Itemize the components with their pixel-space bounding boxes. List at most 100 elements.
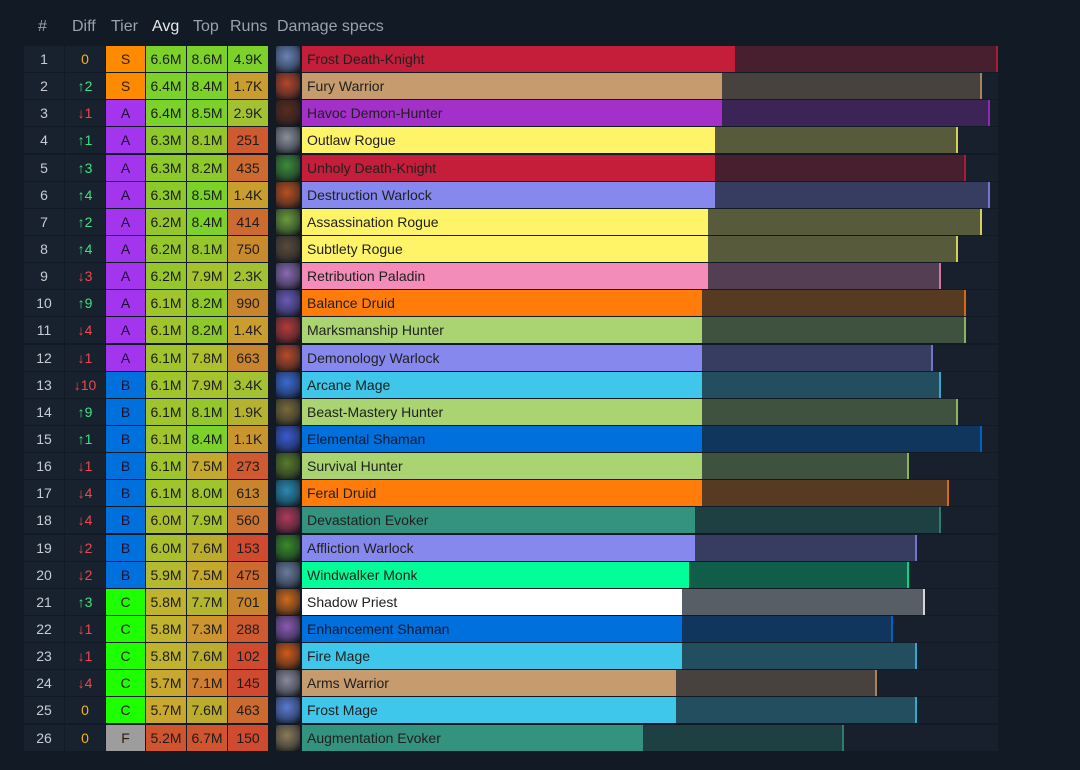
avg-dps-bar: [302, 290, 702, 317]
runs-cell: 251: [228, 127, 268, 154]
spec-row[interactable]: 15 ↑1 B 6.1M 8.4M 1.1K Elemental Shaman: [24, 425, 998, 453]
tier-badge: A: [106, 317, 145, 344]
spec-name: Frost Mage: [307, 702, 378, 719]
header-avg[interactable]: Avg: [152, 18, 180, 35]
spec-row[interactable]: 14 ↑9 B 6.1M 8.1M 1.9K Beast-Mastery Hunter: [24, 398, 998, 426]
avg-dps-cell: 6.1M: [146, 290, 186, 317]
rank-change: ↓4: [65, 507, 105, 534]
rank-change: ↑3: [65, 154, 105, 181]
spec-name: Marksmanship Hunter: [307, 322, 444, 339]
spec-row[interactable]: 19 ↓2 B 6.0M 7.6M 153 Affliction Warlock: [24, 534, 998, 562]
spec-row[interactable]: 6 ↑4 A 6.3M 8.5M 1.4K Destruction Warlock: [24, 181, 998, 209]
rank-change: ↓10: [65, 371, 105, 398]
header-top[interactable]: Top: [193, 18, 219, 35]
avg-dps-cell: 5.9M: [146, 561, 186, 588]
avg-dps-cell: 6.0M: [146, 507, 186, 534]
dps-bar-track: Affliction Warlock: [302, 534, 998, 561]
top-dps-cell: 7.3M: [187, 615, 227, 642]
spec-row[interactable]: 22 ↓1 C 5.8M 7.3M 288 Enhancement Shaman: [24, 615, 998, 643]
dps-bar-track: Windwalker Monk: [302, 561, 998, 588]
spec-row[interactable]: 1 0 S 6.6M 8.6M 4.9K Frost Death-Knight: [24, 46, 998, 73]
spec-row[interactable]: 2 ↑2 S 6.4M 8.4M 1.7K Fury Warrior: [24, 73, 998, 100]
spec-row[interactable]: 18 ↓4 B 6.0M 7.9M 560 Devastation Evoker: [24, 507, 998, 534]
runs-cell: 4.9K: [228, 46, 268, 72]
tier-badge: B: [106, 371, 145, 398]
avg-dps-cell: 6.1M: [146, 425, 186, 452]
spec-row[interactable]: 11 ↓4 A 6.1M 8.2M 1.4K Marksmanship Hunter: [24, 317, 998, 344]
dps-bar-track: Shadow Priest: [302, 588, 998, 615]
rank-cell: 26: [24, 724, 64, 751]
rank-change: ↓3: [65, 263, 105, 290]
spec-row[interactable]: 12 ↓1 A 6.1M 7.8M 663 Demonology Warlock: [24, 344, 998, 372]
tier-badge: A: [106, 344, 145, 371]
top-dps-cell: 8.1M: [187, 398, 227, 425]
spec-name: Outlaw Rogue: [307, 132, 396, 149]
spec-row[interactable]: 10 ↑9 A 6.1M 8.2M 990 Balance Druid: [24, 290, 998, 317]
avg-dps-cell: 6.3M: [146, 127, 186, 154]
avg-dps-bar: [302, 73, 722, 100]
avg-dps-bar: [302, 615, 682, 642]
spec-icon: [276, 561, 300, 588]
spec-name: Beast-Mastery Hunter: [307, 403, 444, 420]
avg-dps-bar: [302, 697, 676, 724]
spec-row[interactable]: 25 0 C 5.7M 7.6M 463 Frost Mage: [24, 697, 998, 724]
spec-row[interactable]: 3 ↓1 A 6.4M 8.5M 2.9K Havoc Demon-Hunter: [24, 100, 998, 127]
spec-icon: [276, 534, 300, 561]
spec-icon: [276, 453, 300, 480]
avg-dps-bar: [302, 344, 702, 371]
rank-cell: 25: [24, 697, 64, 724]
dps-bar-track: Fury Warrior: [302, 73, 998, 100]
tier-badge: B: [106, 453, 145, 480]
spec-name: Enhancement Shaman: [307, 620, 450, 637]
header-tier: Tier: [111, 18, 138, 35]
top-dps-cell: 8.4M: [187, 425, 227, 452]
runs-cell: 701: [228, 588, 268, 615]
runs-cell: 3.4K: [228, 371, 268, 398]
spec-row[interactable]: 17 ↓4 B 6.1M 8.0M 613 Feral Druid: [24, 480, 998, 507]
top-dps-cell: 8.4M: [187, 208, 227, 235]
top-dps-cell: 6.7M: [187, 724, 227, 751]
spec-row[interactable]: 20 ↓2 B 5.9M 7.5M 475 Windwalker Monk: [24, 561, 998, 589]
spec-row[interactable]: 21 ↑3 C 5.8M 7.7M 701 Shadow Priest: [24, 588, 998, 616]
spec-row[interactable]: 24 ↓4 C 5.7M 7.1M 145 Arms Warrior: [24, 670, 998, 697]
spec-row[interactable]: 23 ↓1 C 5.8M 7.6M 102 Fire Mage: [24, 643, 998, 670]
spec-name: Unholy Death-Knight: [307, 159, 437, 176]
rank-change: ↓4: [65, 670, 105, 697]
spec-icon: [276, 697, 300, 724]
header-damage-specs: Damage specs: [277, 18, 384, 35]
dps-bar-track: Fire Mage: [302, 643, 998, 670]
spec-name: Shadow Priest: [307, 593, 398, 610]
spec-row[interactable]: 4 ↑1 A 6.3M 8.1M 251 Outlaw Rogue: [24, 127, 998, 154]
spec-name: Arms Warrior: [307, 675, 389, 692]
rank-cell: 5: [24, 154, 64, 181]
rank-cell: 9: [24, 263, 64, 290]
spec-name: Devastation Evoker: [307, 512, 429, 529]
top-dps-cell: 8.1M: [187, 127, 227, 154]
avg-dps-cell: 6.1M: [146, 371, 186, 398]
spec-name: Windwalker Monk: [307, 566, 418, 583]
spec-row[interactable]: 5 ↑3 A 6.3M 8.2M 435 Unholy Death-Knight: [24, 154, 998, 182]
runs-cell: 663: [228, 344, 268, 371]
avg-dps-cell: 5.8M: [146, 588, 186, 615]
rank-cell: 14: [24, 398, 64, 425]
spec-row[interactable]: 16 ↓1 B 6.1M 7.5M 273 Survival Hunter: [24, 453, 998, 480]
spec-row[interactable]: 9 ↓3 A 6.2M 7.9M 2.3K Retribution Paladin: [24, 263, 998, 290]
header-runs[interactable]: Runs: [230, 18, 268, 35]
spec-icon: [276, 643, 300, 670]
spec-row[interactable]: 26 0 F 5.2M 6.7M 150 Augmentation Evoker: [24, 724, 998, 752]
dps-bar-track: Arms Warrior: [302, 670, 998, 697]
avg-dps-bar: [302, 181, 715, 208]
avg-dps-cell: 6.3M: [146, 181, 186, 208]
avg-dps-bar: [302, 398, 702, 425]
spec-row[interactable]: 7 ↑2 A 6.2M 8.4M 414 Assassination Rogue: [24, 208, 998, 236]
spec-row[interactable]: 8 ↑4 A 6.2M 8.1M 750 Subtlety Rogue: [24, 235, 998, 263]
avg-dps-bar: [302, 561, 689, 588]
spec-icon: [276, 724, 300, 751]
top-dps-cell: 7.5M: [187, 561, 227, 588]
rank-cell: 8: [24, 235, 64, 262]
rank-change: ↓2: [65, 534, 105, 561]
avg-dps-cell: 6.4M: [146, 100, 186, 127]
spec-row[interactable]: 13 ↓10 B 6.1M 7.9M 3.4K Arcane Mage: [24, 371, 998, 399]
runs-cell: 2.3K: [228, 263, 268, 290]
top-dps-cell: 7.9M: [187, 263, 227, 290]
